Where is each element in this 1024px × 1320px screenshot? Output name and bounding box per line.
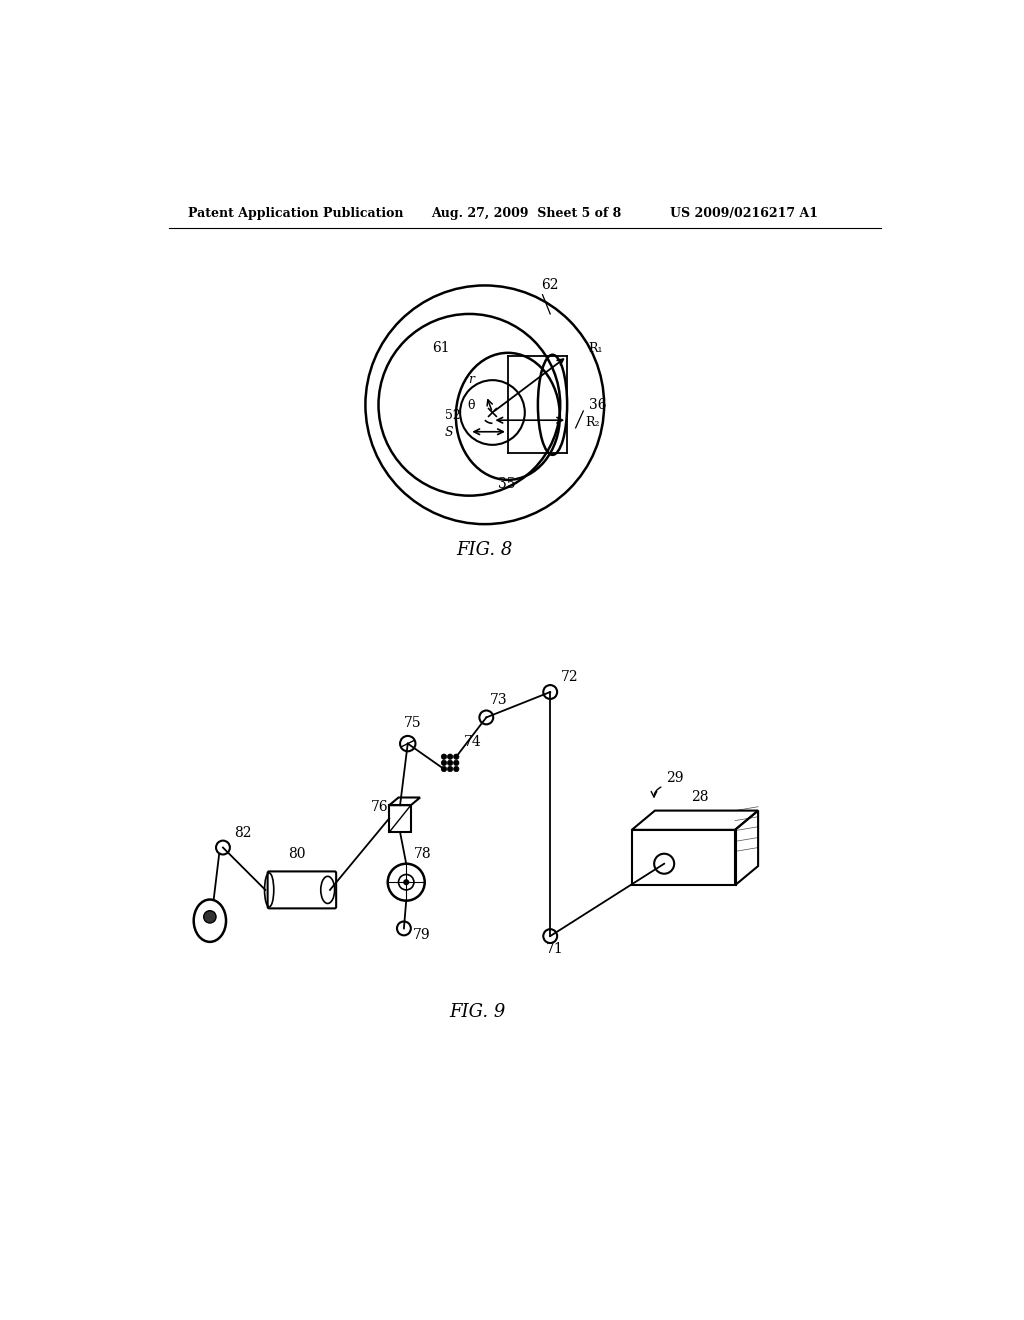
Circle shape [447, 760, 453, 766]
Circle shape [441, 767, 446, 772]
Text: 72: 72 [561, 671, 579, 684]
Circle shape [447, 767, 453, 772]
Text: Patent Application Publication: Patent Application Publication [188, 207, 403, 220]
Text: 82: 82 [233, 826, 251, 840]
Text: 35: 35 [498, 477, 515, 491]
Text: θ: θ [468, 399, 475, 412]
Circle shape [447, 754, 453, 759]
Text: 79: 79 [413, 928, 431, 942]
Text: FIG. 8: FIG. 8 [457, 541, 513, 558]
Text: 52: 52 [444, 409, 461, 421]
Text: 29: 29 [666, 771, 683, 785]
Text: 80: 80 [288, 846, 305, 861]
Text: r: r [468, 374, 474, 387]
Text: S: S [444, 425, 454, 438]
Text: 61: 61 [432, 342, 450, 355]
Text: Aug. 27, 2009  Sheet 5 of 8: Aug. 27, 2009 Sheet 5 of 8 [431, 207, 622, 220]
Text: R₂: R₂ [585, 416, 599, 429]
Text: 28: 28 [691, 791, 709, 804]
Text: 75: 75 [403, 715, 422, 730]
Text: 62: 62 [542, 279, 559, 292]
Circle shape [454, 760, 459, 766]
Circle shape [454, 767, 459, 772]
Text: 78: 78 [414, 846, 431, 861]
Text: 71: 71 [547, 942, 564, 956]
Text: FIG. 9: FIG. 9 [449, 1003, 505, 1020]
Text: 74: 74 [464, 735, 481, 748]
Circle shape [403, 880, 409, 884]
Circle shape [441, 754, 446, 759]
Circle shape [454, 754, 459, 759]
Circle shape [441, 760, 446, 766]
Circle shape [204, 911, 216, 923]
Text: R₁: R₁ [589, 342, 603, 355]
Text: 76: 76 [371, 800, 388, 814]
Text: 36: 36 [589, 397, 606, 412]
Text: US 2009/0216217 A1: US 2009/0216217 A1 [670, 207, 817, 220]
Text: 73: 73 [490, 693, 508, 706]
